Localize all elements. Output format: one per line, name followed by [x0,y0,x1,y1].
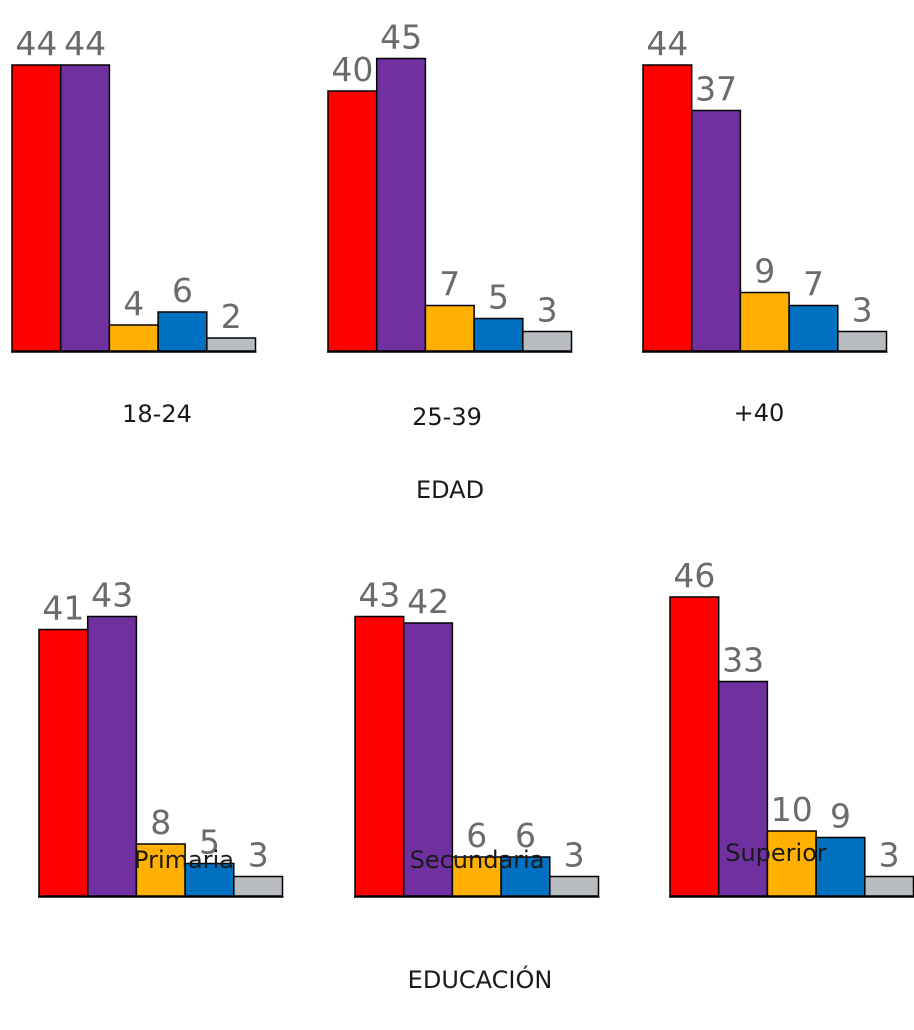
value-label-plus-40-4: 7 [803,265,824,304]
value-label-25-39-3: 7 [439,265,460,304]
value-label-primaria-1: 41 [42,589,84,628]
bar-plus-40-4 [788,304,839,352]
bar-secundaria-1 [354,615,405,897]
group-title-educacion: EDUCACIÓN [408,964,553,994]
bar-secundaria-4 [500,856,551,897]
value-label-superior-1: 46 [673,556,715,595]
bar-panel-secundaria: 43 426 6 3 [354,576,600,898]
bar-primaria-4 [184,862,235,897]
value-label-superior-5: 3 [879,836,900,875]
bar-superior-4 [815,836,866,897]
value-label-secundaria-1: 43 [358,576,400,615]
bar-primaria-5 [233,875,284,897]
bar-plus-40-3 [739,291,790,352]
value-label-superior-3: 10 [771,790,813,829]
bar-panel-primaria: 41 43 8 5 3 [38,576,284,898]
category-label-superior: Superior [725,839,827,867]
category-label-secundaria: Secundaria [410,846,545,874]
value-label-secundaria-3: 6 [466,816,487,855]
bar-25-39-2 [375,57,427,352]
bar-plus-40-2 [690,109,742,352]
value-label-superior-4: 9 [830,797,851,836]
bar-secundaria-2 [402,622,454,897]
bar-superior-5 [864,875,914,897]
value-label-25-39-1: 40 [331,50,373,89]
bar-plus-40-1 [642,64,693,352]
value-label-primaria-3: 8 [150,803,171,842]
bar-primaria-1 [38,628,89,897]
bar-panel-superior: 46 33 10 93 [669,556,914,898]
value-label-25-39-4: 5 [488,278,509,317]
value-label-25-39-5: 3 [537,291,558,330]
value-label-plus-40-5: 3 [852,291,873,330]
category-label-25-39: 25-39 [412,403,482,431]
bar-25-39-5 [522,330,573,352]
value-label-plus-40-3: 9 [754,252,775,291]
category-label-primaria: Primaria [134,846,234,874]
value-label-25-39-2: 45 [380,18,422,57]
value-label-18-24-4: 6 [172,271,193,310]
bar-secundaria-3 [451,856,502,897]
bar-18-24-1 [11,64,62,352]
bar-secundaria-5 [549,875,600,897]
value-label-secundaria-5: 3 [564,836,585,875]
value-label-18-24-1: 44 [15,24,57,63]
bar-primaria-3 [135,843,186,897]
value-label-superior-2: 33 [722,641,764,680]
bar-18-24-5 [206,337,257,352]
bar-superior-3 [766,830,817,897]
bar-superior-1 [669,596,720,897]
value-label-primaria-2: 43 [91,576,133,615]
category-label-18-24: 18-24 [122,400,192,428]
bar-25-39-1 [327,90,378,352]
bar-25-39-3 [424,304,475,352]
bar-panel-18-24: 44 444 62 [11,24,257,353]
bar-18-24-3 [108,324,159,352]
group-title-edad: EDAD [416,476,484,504]
category-label-plus-40: +40 [734,399,785,427]
value-label-18-24-2: 44 [64,24,106,63]
value-label-plus-40-2: 37 [695,70,737,109]
value-label-plus-40-1: 44 [646,24,688,63]
bar-25-39-4 [473,317,524,352]
bar-18-24-4 [157,311,208,352]
bar-18-24-2 [59,64,111,352]
bar-superior-2 [717,680,769,897]
value-label-18-24-5: 2 [221,297,242,336]
value-label-secundaria-4: 6 [515,816,536,855]
value-label-primaria-5: 3 [248,836,269,875]
bar-primaria-2 [86,615,138,897]
value-label-18-24-3: 4 [123,284,144,323]
bar-plus-40-5 [837,330,888,352]
value-label-primaria-4: 5 [199,823,220,862]
value-label-secundaria-2: 42 [407,582,449,621]
